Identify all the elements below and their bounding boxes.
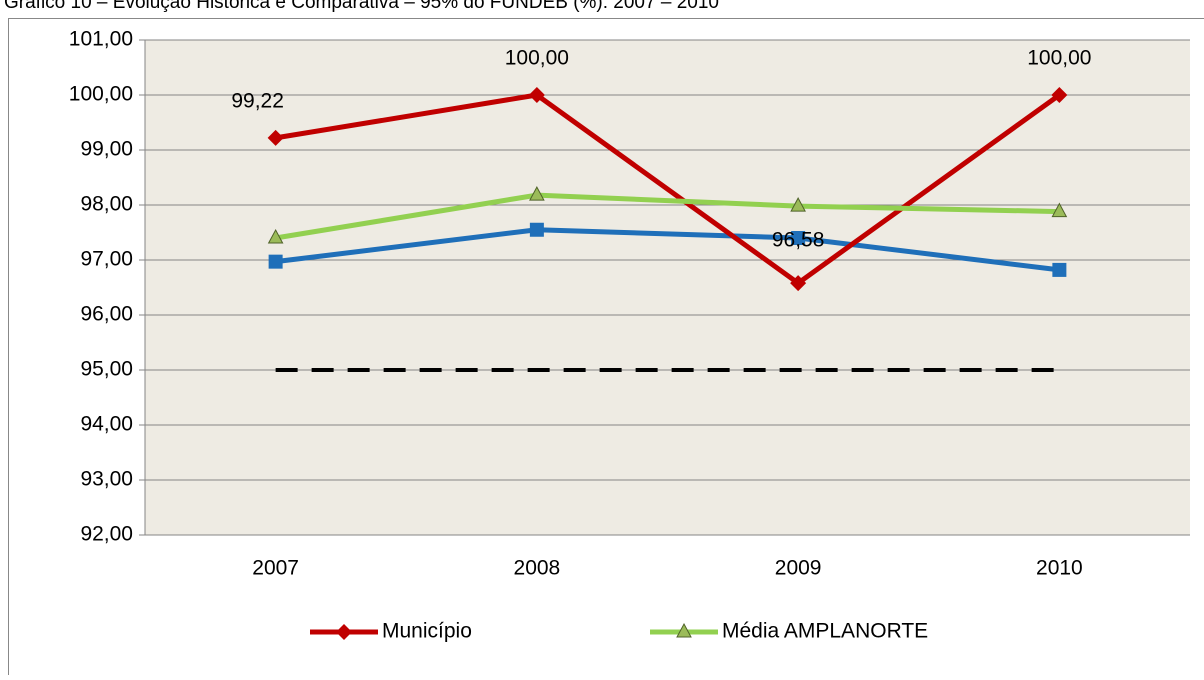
legend-label: Município — [382, 620, 472, 643]
x-tick-label: 2009 — [775, 557, 822, 580]
y-tick-label: 99,00 — [80, 138, 133, 161]
y-tick-label: 101,00 — [69, 28, 133, 51]
data-label: 100,00 — [1027, 47, 1091, 70]
data-label: 99,22 — [231, 89, 284, 112]
x-tick-label: 2007 — [252, 557, 299, 580]
marker — [336, 624, 352, 640]
y-tick-label: 98,00 — [80, 193, 133, 216]
marker — [1052, 263, 1066, 277]
x-tick-label: 2010 — [1036, 557, 1083, 580]
legend-label: Média AMPLANORTE — [722, 620, 928, 643]
data-label: 96,58 — [772, 229, 825, 252]
y-tick-label: 100,00 — [69, 83, 133, 106]
marker — [269, 255, 283, 269]
y-tick-label: 95,00 — [80, 358, 133, 381]
x-tick-label: 2008 — [514, 557, 561, 580]
y-tick-label: 94,00 — [80, 413, 133, 436]
y-tick-label: 96,00 — [80, 303, 133, 326]
y-tick-label: 97,00 — [80, 248, 133, 271]
chart-title: Gráfico 10 – Evolução Histórica e Compar… — [4, 0, 719, 13]
marker — [530, 223, 544, 237]
data-label: 100,00 — [505, 47, 569, 70]
y-tick-label: 92,00 — [80, 523, 133, 546]
y-tick-label: 93,00 — [80, 468, 133, 491]
